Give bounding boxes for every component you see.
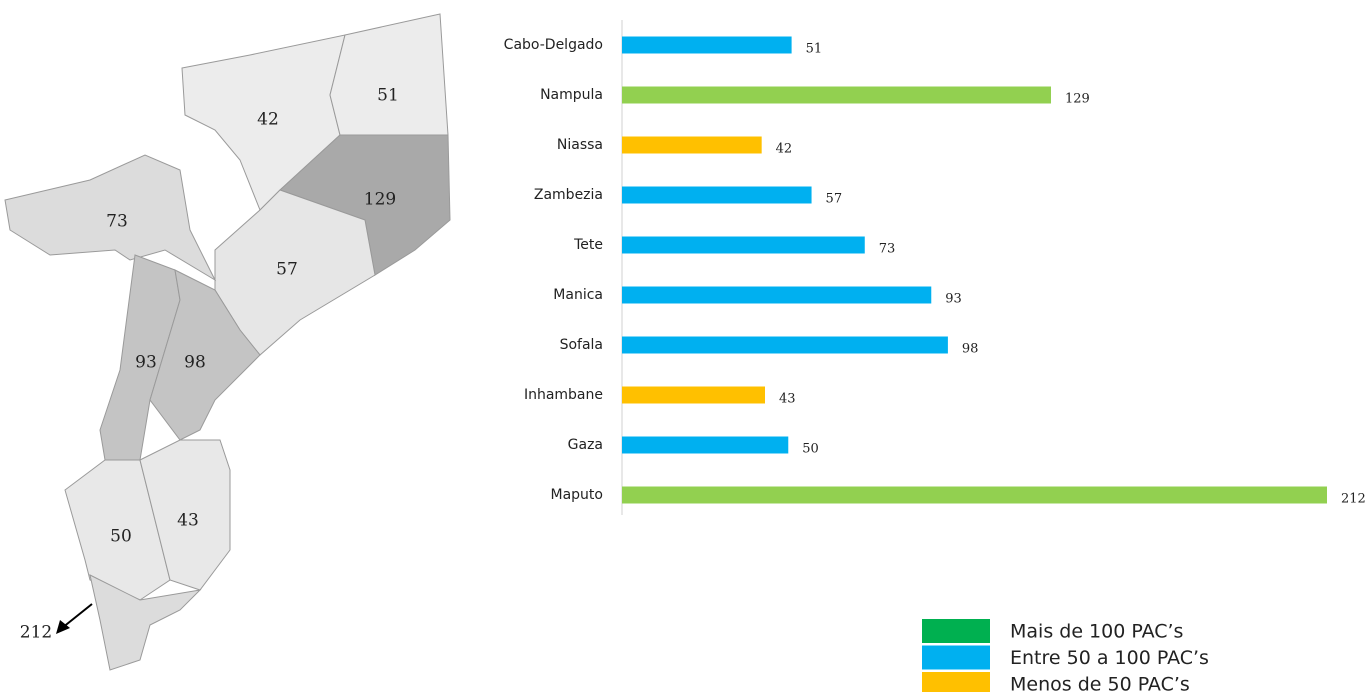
bar — [622, 486, 1327, 504]
map-label: 129 — [364, 190, 396, 210]
data-label: 129 — [1065, 92, 1090, 107]
y-tick-label: Manica — [553, 287, 603, 303]
data-label: 98 — [962, 342, 979, 357]
y-tick-label: Tete — [573, 237, 603, 253]
province-cabo-delgado — [329, 13, 449, 136]
map-label: 73 — [106, 212, 128, 232]
bar — [622, 136, 762, 154]
province-sofala — [149, 269, 261, 441]
province-tete — [4, 154, 217, 282]
data-label: 212 — [1341, 492, 1366, 507]
y-tick-label: Gaza — [568, 437, 603, 453]
data-label: 42 — [776, 142, 793, 157]
province-maputo — [89, 574, 202, 671]
bar — [622, 36, 792, 54]
bar — [622, 436, 789, 454]
y-tick-label: Cabo-Delgado — [504, 37, 603, 53]
legend-swatch — [922, 619, 990, 643]
data-label: 43 — [779, 392, 796, 407]
y-tick-label: Zambezia — [534, 187, 603, 203]
map-label: 98 — [184, 353, 206, 373]
map-label: 93 — [135, 353, 157, 373]
y-tick-label: Niassa — [557, 137, 603, 153]
map-label: 51 — [377, 86, 399, 106]
arrow-head — [56, 620, 70, 634]
bar — [622, 336, 948, 354]
data-label: 51 — [806, 42, 823, 57]
province-inhambane — [139, 439, 231, 591]
data-label: 50 — [802, 442, 819, 457]
y-tick-label: Nampula — [540, 87, 603, 103]
data-label: 57 — [826, 192, 843, 207]
map-label: 50 — [110, 527, 132, 547]
map-label: 43 — [177, 511, 199, 531]
bar — [622, 386, 765, 404]
y-tick-label: Inhambane — [524, 387, 603, 403]
legend-swatch — [922, 672, 990, 692]
legend-label: Menos de 50 PAC’s — [1010, 674, 1190, 692]
data-label: 93 — [945, 292, 962, 307]
map-label: 42 — [257, 110, 279, 130]
bar — [622, 186, 812, 204]
arrow — [61, 603, 93, 629]
map: 42 51 129 57 73 93 98 43 50 212 — [4, 13, 451, 671]
y-tick-label: Maputo — [551, 487, 603, 503]
bar — [622, 236, 865, 254]
bar — [622, 286, 932, 304]
bar — [622, 86, 1051, 104]
legend-label: Mais de 100 PAC’s — [1010, 621, 1183, 643]
legend-label: Entre 50 a 100 PAC’s — [1010, 647, 1209, 669]
y-tick-label: Sofala — [560, 337, 603, 353]
legend-swatch — [922, 645, 990, 670]
map-label: 212 — [20, 623, 52, 643]
data-label: 73 — [879, 242, 896, 257]
map-label: 57 — [276, 260, 298, 280]
